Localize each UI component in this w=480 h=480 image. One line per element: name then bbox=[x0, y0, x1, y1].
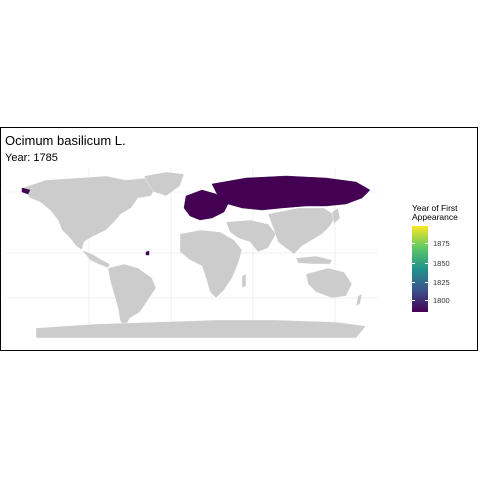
east-asia bbox=[267, 207, 337, 255]
madagascar bbox=[241, 273, 247, 289]
australia bbox=[305, 267, 353, 299]
legend-tick bbox=[425, 243, 428, 244]
central-america bbox=[81, 249, 111, 269]
south-america bbox=[107, 263, 157, 329]
legend-title: Year of First Appearance bbox=[412, 204, 472, 222]
legend-tick bbox=[425, 282, 428, 283]
legend-tick-label: 1825 bbox=[433, 278, 450, 287]
legend-tick bbox=[412, 263, 415, 264]
legend-tick-label: 1875 bbox=[433, 239, 450, 248]
region-west-strip bbox=[21, 187, 31, 195]
world-map bbox=[6, 168, 378, 338]
legend-tick bbox=[412, 243, 415, 244]
legend-tick bbox=[412, 300, 415, 301]
map-title: Ocimum basilicum L. bbox=[5, 133, 126, 148]
legend-title-line1: Year of First bbox=[412, 203, 458, 213]
legend-tick bbox=[412, 282, 415, 283]
indonesia bbox=[295, 255, 333, 265]
region-russia bbox=[211, 175, 371, 211]
legend-tick-label: 1800 bbox=[433, 296, 450, 305]
japan bbox=[331, 207, 341, 225]
map-subtitle: Year: 1785 bbox=[5, 152, 58, 164]
legend-tick bbox=[425, 300, 428, 301]
antarctica bbox=[35, 319, 367, 338]
legend-colorbar bbox=[412, 226, 428, 312]
legend-tick bbox=[425, 263, 428, 264]
middle-east bbox=[225, 219, 277, 253]
region-europe bbox=[183, 189, 229, 221]
region-caribbean-island bbox=[145, 250, 150, 256]
greenland bbox=[143, 171, 185, 197]
north-america bbox=[21, 175, 157, 251]
africa bbox=[179, 229, 243, 299]
new-zealand bbox=[355, 293, 363, 307]
land bbox=[21, 171, 367, 338]
legend-title-line2: Appearance bbox=[412, 212, 458, 222]
highlighted-regions bbox=[21, 175, 371, 256]
legend-tick-label: 1850 bbox=[433, 259, 450, 268]
